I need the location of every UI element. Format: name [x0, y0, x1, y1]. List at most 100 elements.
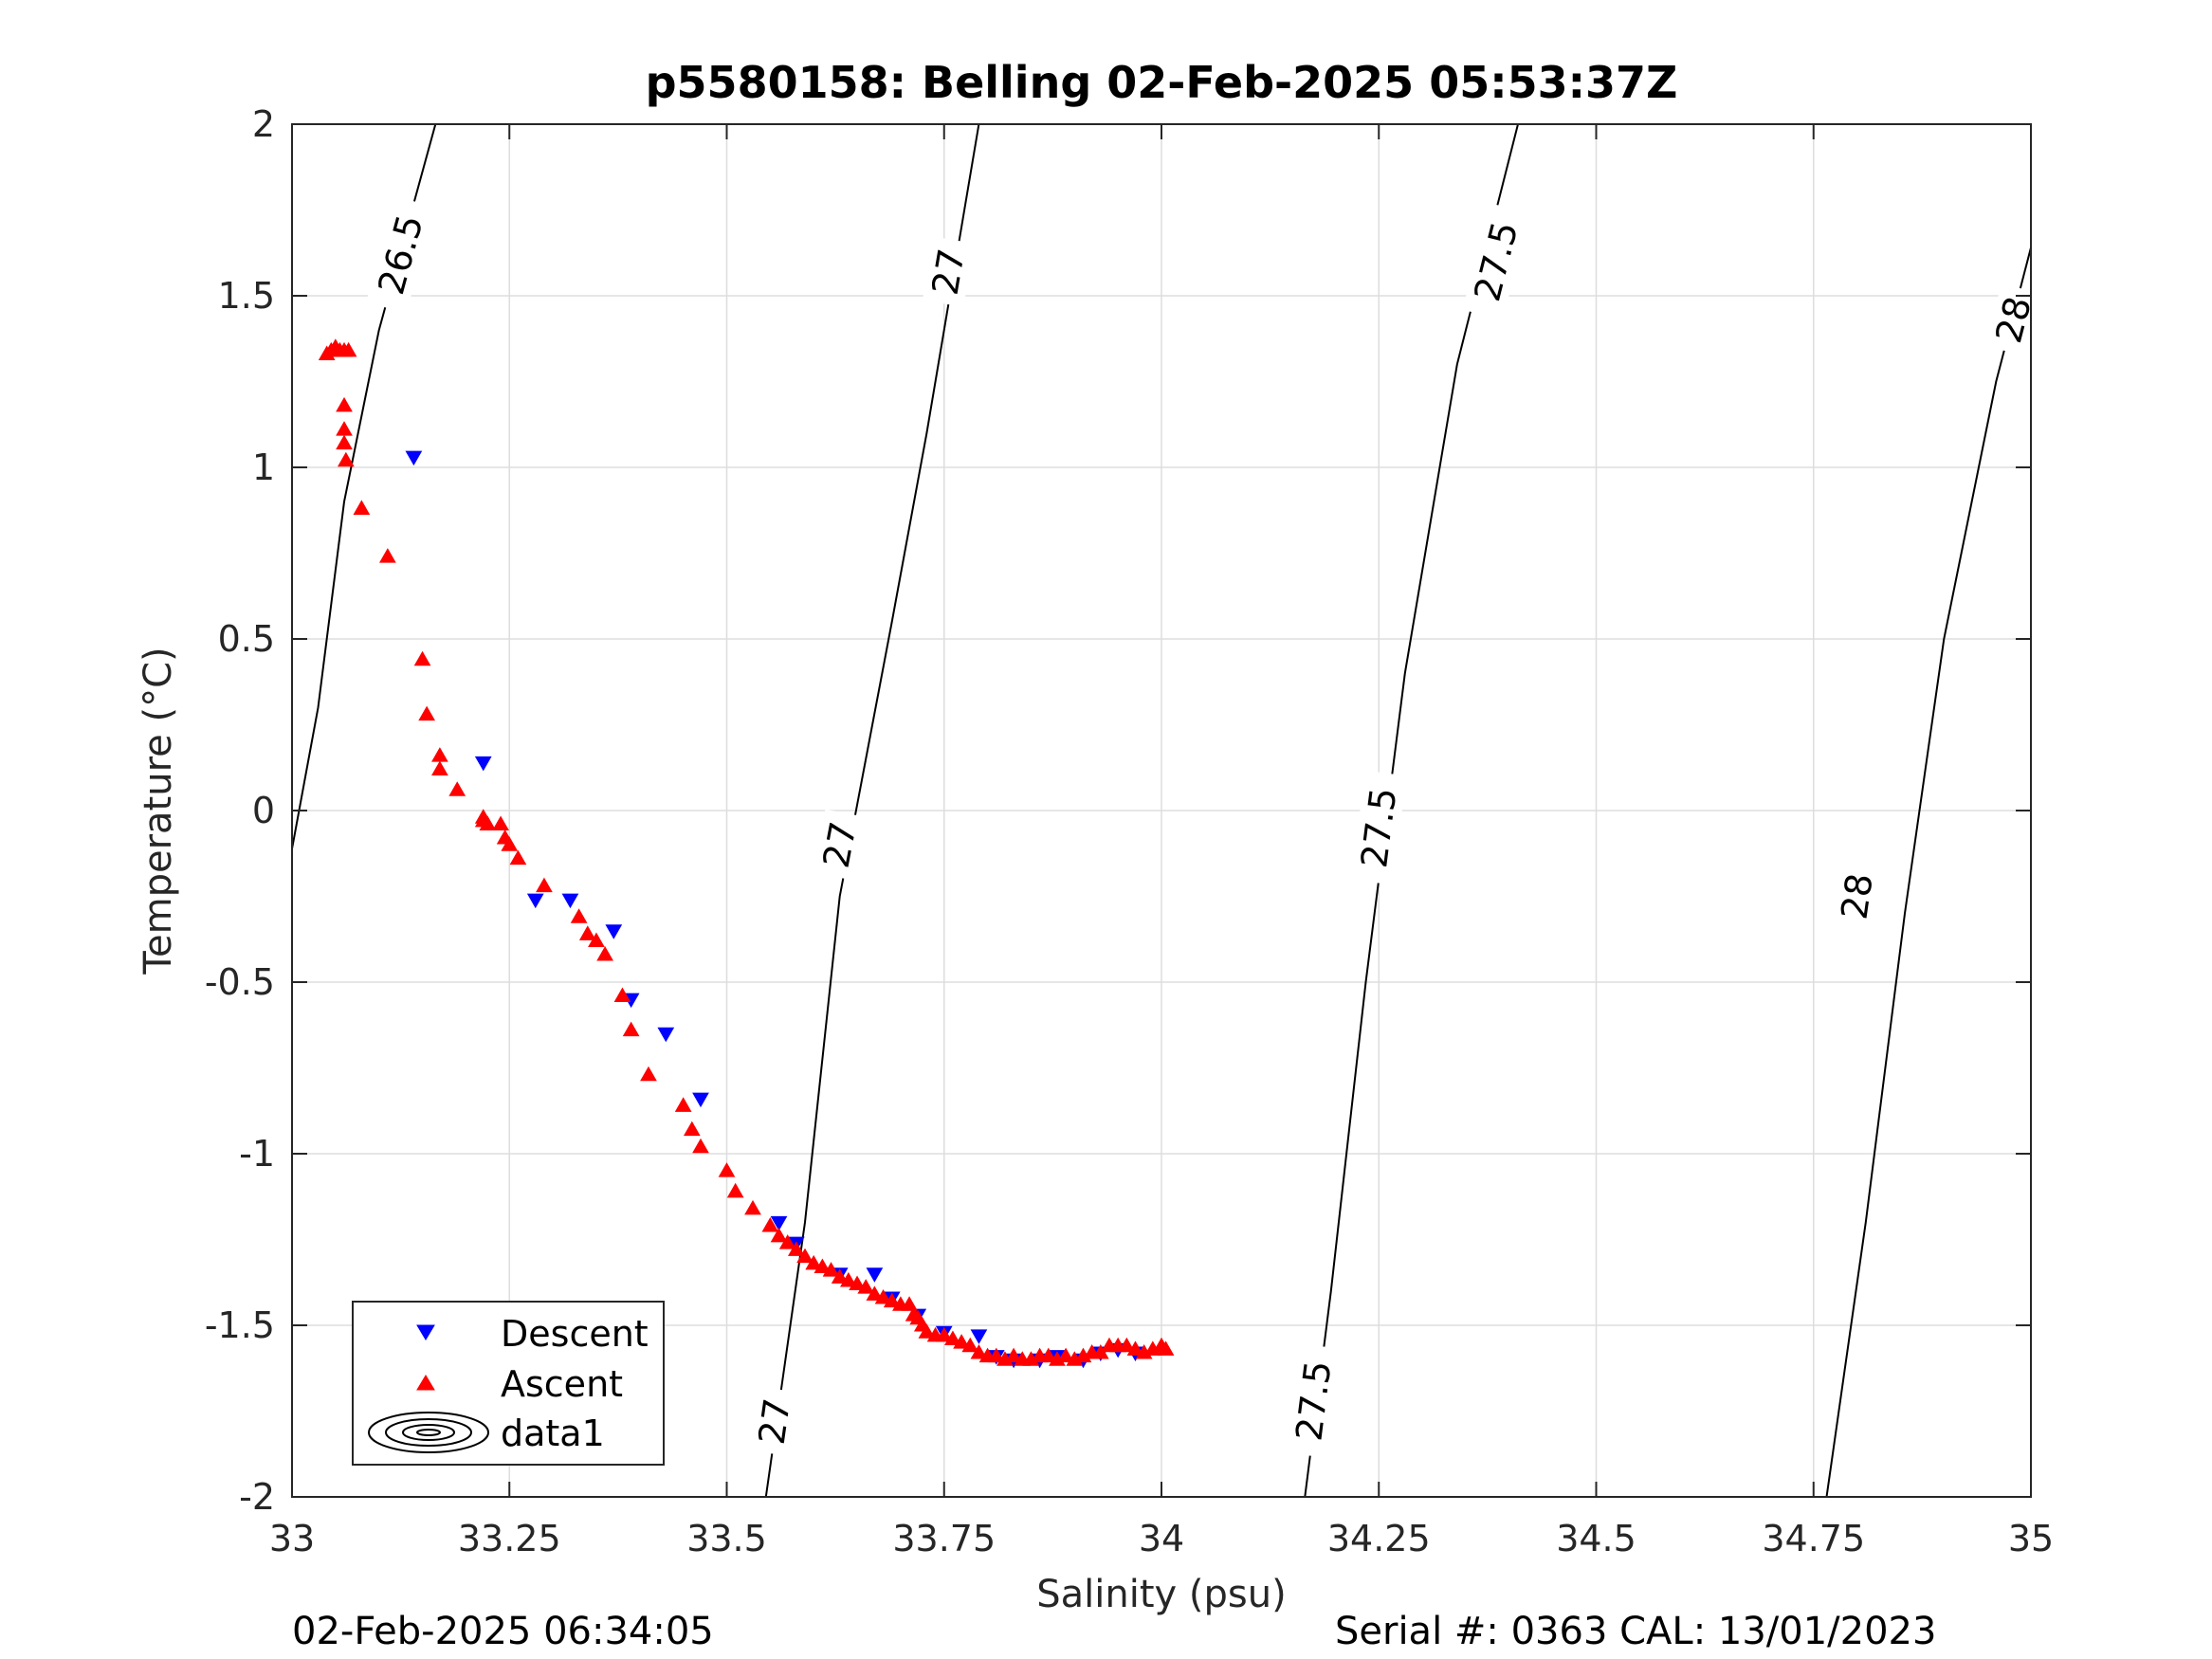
- ascent-point: [339, 341, 357, 357]
- ascent-point: [622, 1021, 640, 1037]
- ascent-point: [761, 1217, 779, 1232]
- ascent-point: [849, 1275, 866, 1291]
- contour-label: 27: [813, 809, 867, 881]
- ascent-point: [588, 932, 605, 948]
- ascent-point: [726, 1182, 744, 1198]
- ascent-point: [448, 781, 466, 796]
- ascent-point: [866, 1285, 884, 1301]
- ascent-point: [718, 1162, 736, 1177]
- contour-label: 27: [922, 236, 975, 307]
- ascent-series: [318, 338, 1175, 1366]
- ascent-point: [492, 815, 509, 830]
- ascent-point: [578, 925, 596, 940]
- ascent-point: [1005, 1347, 1022, 1363]
- density-contours: [292, 124, 2031, 1497]
- x-tick-label: 34: [1139, 1518, 1184, 1559]
- y-tick-label: 1.5: [218, 275, 275, 317]
- y-tick-label: -1: [239, 1133, 275, 1175]
- legend-box: [352, 1301, 665, 1466]
- axis-ticks: 33 33.25 33.5 33.75 34 34.25 34.5 34.75 35 -2 -1.5…: [205, 103, 2054, 1559]
- ascent-point: [413, 650, 431, 666]
- ascent-point: [935, 1326, 953, 1342]
- contour-label-background: [1462, 203, 1530, 320]
- contour-line: [764, 124, 980, 1497]
- ascent-point: [953, 1334, 970, 1349]
- descent-point: [866, 1267, 884, 1283]
- ascent-point: [770, 1227, 788, 1243]
- ascent-point: [570, 908, 588, 923]
- ascent-point: [640, 1066, 657, 1082]
- descent-point: [770, 1215, 788, 1231]
- x-tick-label: 33.25: [458, 1518, 561, 1559]
- ascent-point: [901, 1296, 918, 1311]
- y-tick-label: 0.5: [218, 618, 275, 660]
- x-tick-label: 33.5: [686, 1518, 767, 1559]
- footer-serial-cal: Serial #: 0363 CAL: 13/01/2023: [1335, 1610, 1937, 1653]
- ascent-point: [501, 836, 519, 851]
- contour-label-background: [1351, 770, 1407, 885]
- contour-label-background: [1984, 283, 2042, 356]
- ascent-point: [883, 1292, 901, 1308]
- contour-label-background: [1286, 1343, 1342, 1458]
- contour-label: 28: [1832, 861, 1883, 932]
- ascent-point: [692, 1138, 709, 1154]
- descent-point: [405, 450, 423, 466]
- x-tick-label: 35: [2008, 1518, 2054, 1559]
- ascent-point: [1057, 1347, 1074, 1363]
- x-axis-label: Salinity (psu): [1036, 1573, 1286, 1616]
- descent-point: [692, 1092, 709, 1108]
- contour-label-text: 27.5: [1288, 1358, 1339, 1443]
- contour-label-background: [1832, 861, 1883, 932]
- contour-label-text: 27: [751, 1395, 798, 1447]
- y-tick-label: 1: [252, 447, 275, 488]
- chart-title: p5580158: Belling 02-Feb-2025 05:53:37Z: [646, 57, 1678, 108]
- contour-label-text: 27: [815, 818, 865, 871]
- x-tick-label: 34.75: [1762, 1518, 1865, 1559]
- y-tick-label: 0: [252, 790, 275, 831]
- ascent-point: [961, 1337, 979, 1353]
- ascent-point: [596, 946, 613, 961]
- ascent-point: [509, 849, 527, 866]
- y-axis-label: Temperature (°C): [137, 647, 180, 975]
- ascent-point: [613, 987, 631, 1002]
- descent-point: [657, 1027, 675, 1043]
- descent-point: [474, 756, 492, 772]
- ascent-point: [814, 1258, 832, 1273]
- ascent-point: [418, 705, 435, 721]
- ascent-point: [1157, 1340, 1175, 1356]
- ascent-point: [944, 1330, 961, 1345]
- contour-label-text: 27: [924, 246, 973, 298]
- legend-descent-marker: [416, 1324, 435, 1340]
- contour-line: [1825, 247, 2031, 1497]
- ascent-point: [805, 1254, 823, 1270]
- legend: Descent Ascent data1: [352, 1301, 665, 1466]
- contour-label-text: 27.5: [1353, 785, 1404, 869]
- x-tick-label: 34.5: [1556, 1518, 1636, 1559]
- footer-timestamp: 02-Feb-2025 06:34:05: [292, 1610, 714, 1653]
- ascent-point: [1039, 1347, 1057, 1363]
- ascent-point: [1118, 1337, 1136, 1353]
- x-tick-label: 33.75: [892, 1518, 996, 1559]
- legend-ascent-label: Ascent: [501, 1363, 623, 1405]
- ascent-point: [874, 1289, 892, 1304]
- ascent-point: [987, 1347, 1005, 1363]
- y-tick-label: -2: [239, 1476, 275, 1518]
- ascent-point: [336, 434, 353, 450]
- ascent-point: [536, 877, 553, 893]
- ascent-point: [1126, 1340, 1144, 1356]
- contour-label: 27.5: [1351, 770, 1407, 885]
- ascent-point: [918, 1323, 936, 1339]
- descent-point: [970, 1329, 988, 1344]
- ascent-point: [379, 548, 396, 563]
- contour-label-background: [813, 809, 867, 881]
- y-tick-label: -0.5: [205, 961, 275, 1003]
- ascent-point: [796, 1248, 814, 1264]
- contour-label-background: [749, 1386, 800, 1457]
- ascent-point: [822, 1262, 840, 1277]
- ascent-point: [857, 1279, 875, 1294]
- ascent-point: [831, 1268, 849, 1284]
- contour-label-background: [366, 195, 436, 314]
- y-tick-label: -1.5: [205, 1304, 275, 1346]
